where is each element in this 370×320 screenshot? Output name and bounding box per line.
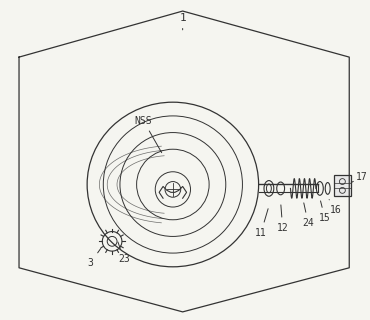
Text: 12: 12 (277, 205, 289, 233)
FancyBboxPatch shape (334, 175, 351, 196)
Text: 17: 17 (351, 172, 368, 182)
Text: 24: 24 (302, 203, 314, 228)
Text: 11: 11 (255, 209, 268, 237)
Text: NSS: NSS (135, 116, 162, 153)
Text: 3: 3 (88, 249, 101, 268)
Text: 23: 23 (118, 242, 130, 264)
Text: 15: 15 (319, 201, 331, 223)
Text: 16: 16 (329, 200, 342, 215)
Text: 1: 1 (179, 13, 186, 30)
